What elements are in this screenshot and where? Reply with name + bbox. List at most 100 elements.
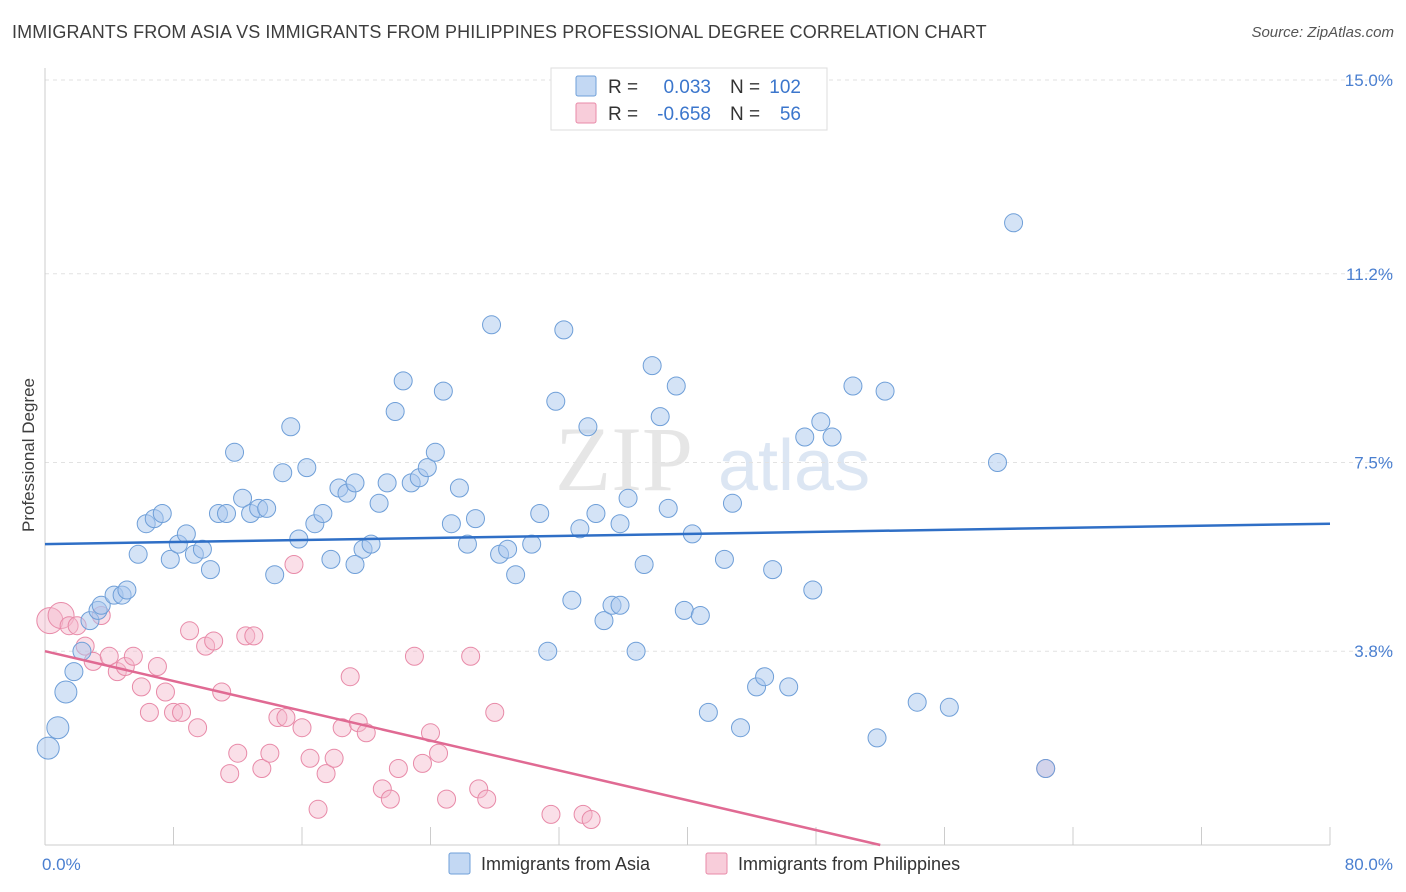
philippines-point-17: [180, 621, 200, 641]
bottom-legend-label-asia: Immigrants from Asia: [481, 854, 651, 874]
philippines-point-28: [268, 708, 288, 727]
philippines-point-20: [204, 631, 224, 651]
asia-point-61: [546, 391, 566, 411]
philippines-point-43: [404, 646, 424, 666]
asia-point-65: [578, 417, 598, 437]
y-tick-label-0: 3.8%: [1354, 642, 1393, 661]
philippines-point-22: [220, 764, 240, 784]
asia-point-3: [64, 662, 84, 682]
asia-point-22: [217, 504, 237, 523]
asia-point-28: [265, 565, 285, 585]
legend-n-value-asia: 102: [769, 77, 801, 98]
asia-point-98: [1004, 213, 1024, 233]
legend-swatch-philippines: [575, 102, 597, 124]
asia-point-1: [46, 716, 70, 740]
asia-point-0: [36, 736, 60, 760]
asia-point-48: [425, 442, 445, 462]
asia-point-77: [674, 600, 694, 620]
philippines-point-1: [47, 602, 75, 629]
philippines-point-16: [172, 702, 192, 722]
asia-point-32: [297, 458, 317, 478]
asia-point-27: [257, 498, 277, 518]
philippines-point-34: [316, 764, 336, 784]
philippines-point-29: [276, 708, 296, 727]
philippines-point-52: [541, 804, 561, 824]
asia-point-52: [457, 534, 477, 554]
asia-point-62: [554, 320, 574, 340]
asia-point-95: [907, 692, 927, 712]
asia-point-76: [666, 376, 686, 396]
asia-point-23: [225, 442, 245, 462]
philippines-point-33: [308, 799, 328, 819]
philippines-point-42: [388, 759, 408, 778]
asia-point-96: [939, 697, 959, 717]
asia-point-43: [385, 402, 405, 421]
asia-point-42: [377, 473, 397, 493]
axes: [44, 68, 1331, 846]
asia-point-80: [698, 702, 718, 722]
x-tick-label-1: 80.0%: [1345, 855, 1393, 874]
asia-point-66: [586, 504, 606, 523]
asia-point-99: [1036, 759, 1056, 778]
asia-point-19: [192, 539, 212, 559]
philippines-point-39: [356, 723, 376, 743]
tick-labels: 3.8% 7.5% 11.2% 15.0% 0.0% 80.0%: [42, 71, 1393, 874]
philippines-point-18: [188, 718, 208, 738]
asia-point-63: [562, 590, 582, 610]
asia-point-54: [482, 315, 502, 335]
asia-point-73: [642, 356, 662, 376]
bottom-legend-swatch-asia: [448, 852, 471, 875]
series-asia-points: [36, 213, 1056, 778]
asia-point-94: [875, 381, 895, 401]
philippines-point-44: [412, 753, 432, 773]
y-tick-label-2: 11.2%: [1346, 265, 1393, 284]
philippines-point-10: [123, 646, 143, 666]
asia-point-34: [313, 504, 333, 523]
y-axis-label: Professional Degree: [19, 378, 38, 532]
philippines-point-35: [324, 748, 344, 768]
asia-point-79: [690, 606, 710, 625]
source-label: Source: ZipAtlas.com: [1251, 24, 1394, 41]
philippines-point-26: [252, 759, 272, 778]
legend-r-value-philippines: -0.658: [657, 104, 711, 125]
legend-n-label-philippines: N =: [730, 104, 760, 125]
asia-trend-line: [44, 522, 1331, 546]
philippines-point-51: [485, 702, 505, 722]
asia-point-29: [273, 463, 293, 483]
asia-point-86: [763, 560, 783, 580]
asia-point-67: [594, 611, 614, 631]
asia-point-11: [128, 544, 148, 564]
asia-point-81: [714, 549, 734, 569]
philippines-point-54: [581, 810, 601, 829]
asia-point-24: [233, 488, 253, 508]
asia-point-51: [449, 478, 469, 498]
legend-r-label-asia: R =: [608, 77, 638, 98]
asia-point-82: [722, 493, 742, 513]
asia-point-85: [755, 667, 775, 687]
asia-point-47: [417, 458, 437, 478]
philippines-point-11: [131, 677, 151, 697]
y-tick-label-1: 7.5%: [1354, 454, 1393, 473]
watermark-atlas: atlas: [718, 426, 870, 506]
series-philippines-points: [36, 555, 1056, 829]
philippines-point-47: [437, 789, 457, 809]
bottom-legend: Immigrants from Asia Immigrants from Phi…: [448, 852, 960, 875]
philippines-point-46: [429, 743, 449, 763]
philippines-point-30: [284, 555, 304, 574]
asia-point-90: [811, 412, 831, 432]
legend-r-label-philippines: R =: [608, 104, 638, 125]
philippines-point-27: [260, 743, 280, 763]
asia-point-35: [321, 549, 341, 569]
philippines-point-23: [228, 743, 248, 763]
asia-point-101: [345, 555, 365, 574]
asia-point-50: [441, 514, 461, 534]
asia-point-53: [465, 509, 485, 529]
asia-point-44: [393, 371, 413, 391]
asia-point-100: [610, 514, 630, 534]
asia-point-89: [803, 580, 823, 600]
legend: R = 0.033 N = 102 R = -0.658 N = 56: [550, 67, 828, 131]
asia-point-83: [731, 718, 751, 738]
philippines-point-2: [59, 616, 79, 636]
philippines-point-14: [155, 682, 175, 702]
asia-point-92: [843, 376, 863, 396]
